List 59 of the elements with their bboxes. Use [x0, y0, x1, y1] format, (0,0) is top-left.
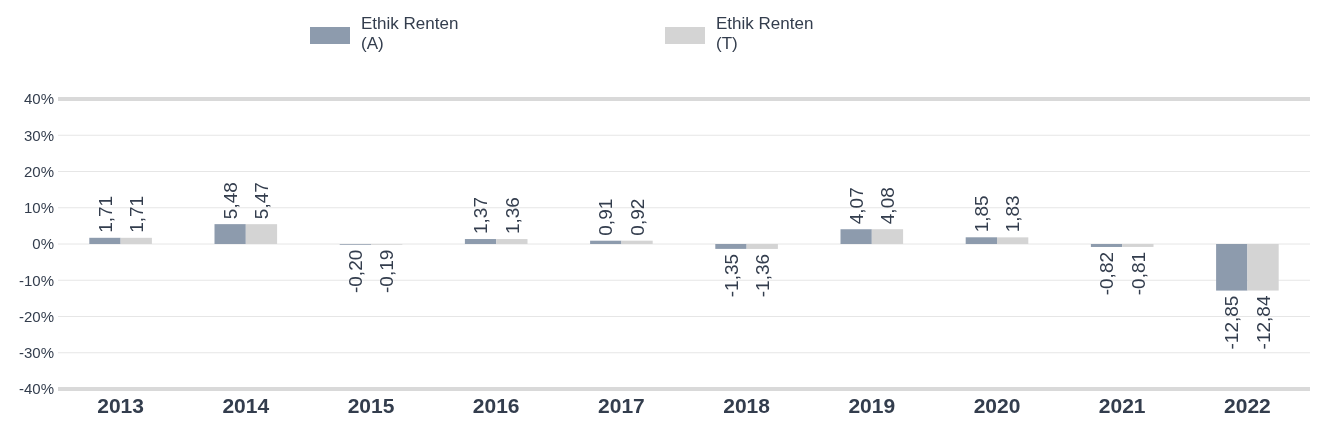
- x-tick-label: 2018: [723, 394, 771, 417]
- data-label: -0,19: [376, 249, 398, 293]
- data-label: -1,35: [720, 253, 742, 298]
- bar: [120, 237, 152, 244]
- bar: [965, 237, 997, 244]
- x-tick-label: 2020: [973, 394, 1021, 417]
- data-label: -0,20: [345, 249, 366, 294]
- data-label: 0,92: [626, 198, 648, 236]
- y-tick-label: 20%: [23, 162, 54, 180]
- bar: [746, 244, 778, 249]
- bar: [1090, 244, 1123, 247]
- x-tick-label: 2017: [598, 394, 645, 417]
- y-tick-label: 10%: [23, 199, 54, 216]
- x-tick-label: 2022: [1224, 394, 1271, 417]
- bar: [1216, 244, 1248, 291]
- bar: [496, 239, 528, 244]
- x-tick-label: 2014: [222, 394, 270, 417]
- bar: [214, 224, 246, 244]
- x-tick-label: 2021: [1098, 394, 1146, 417]
- data-label: 1,36: [501, 197, 523, 235]
- data-label: 1,71: [94, 195, 116, 233]
- y-tick-label: 40%: [23, 90, 54, 108]
- data-label: -12,85: [1221, 295, 1243, 350]
- bar: [1247, 244, 1279, 291]
- legend-label: Ethik Renten (A): [361, 14, 459, 53]
- y-tick-label: -40%: [18, 380, 54, 398]
- bar: [464, 239, 497, 244]
- data-label: 5,47: [251, 182, 273, 220]
- bar: [840, 229, 872, 244]
- bar: [1122, 244, 1154, 247]
- bar: [245, 224, 278, 244]
- bar: [997, 237, 1029, 244]
- data-label: 1,85: [971, 195, 992, 233]
- bar: [89, 237, 121, 244]
- y-tick-label: 30%: [23, 126, 54, 144]
- y-tick-label: 0%: [32, 235, 54, 253]
- x-tick-label: 2019: [848, 394, 896, 417]
- bar: [590, 240, 622, 244]
- data-label: -0,82: [1096, 251, 1118, 296]
- bar: [621, 240, 653, 244]
- data-label: 1,37: [470, 197, 492, 235]
- data-label: 1,71: [125, 195, 147, 233]
- data-label: -12,84: [1252, 295, 1274, 350]
- x-tick-label: 2016: [472, 394, 520, 417]
- y-tick-label: -10%: [18, 271, 54, 289]
- y-tick-label: -30%: [18, 344, 54, 361]
- data-label: -1,36: [751, 253, 773, 298]
- data-label: -0,81: [1127, 251, 1149, 296]
- legend-label: Ethik Renten (T): [716, 14, 814, 53]
- data-label: 1,83: [1002, 195, 1024, 233]
- data-label: 4,07: [845, 187, 867, 225]
- data-label: 0,91: [595, 198, 617, 236]
- bar: [871, 229, 904, 244]
- data-label: 4,08: [877, 187, 899, 225]
- bar: [715, 244, 747, 249]
- data-label: 5,48: [219, 182, 241, 220]
- x-tick-label: 2015: [347, 394, 395, 417]
- x-tick-label: 2013: [97, 394, 144, 417]
- y-tick-label: -20%: [18, 307, 54, 325]
